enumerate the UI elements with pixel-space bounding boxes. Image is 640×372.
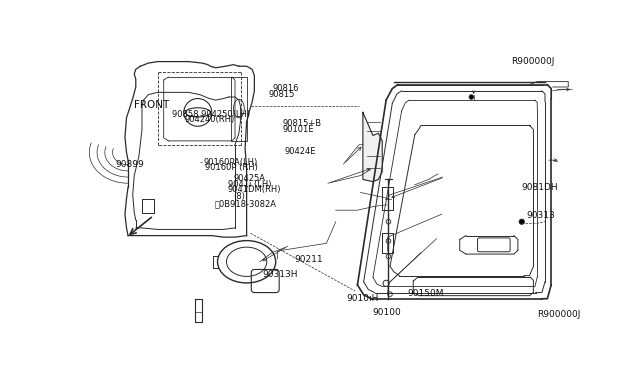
Text: 9041ı (LH): 9041ı (LH) (228, 180, 271, 189)
Text: (8): (8) (233, 192, 244, 201)
Text: 90815+B: 90815+B (282, 119, 321, 128)
Polygon shape (363, 112, 382, 182)
Circle shape (519, 219, 524, 224)
Text: 90100: 90100 (372, 308, 401, 317)
Text: 904240(RH): 904240(RH) (184, 115, 234, 124)
Circle shape (469, 95, 474, 99)
Text: 90150M: 90150M (408, 289, 444, 298)
Text: ⓝ0B918-3082A: ⓝ0B918-3082A (215, 199, 277, 208)
Text: 90211: 90211 (294, 255, 323, 264)
Text: 90816: 90816 (273, 84, 299, 93)
Text: 90101E: 90101E (282, 125, 314, 134)
Text: 90160PA(LH): 90160PA(LH) (203, 158, 257, 167)
Text: 90313H: 90313H (262, 270, 298, 279)
Text: 9041DM(RH): 9041DM(RH) (228, 185, 282, 194)
Text: 90899: 90899 (116, 160, 145, 169)
Text: 90815: 90815 (269, 90, 295, 99)
Text: 90160P (RH): 90160P (RH) (205, 163, 258, 172)
Text: 90424E: 90424E (284, 147, 316, 156)
Text: R900000J: R900000J (537, 310, 580, 319)
Text: FRONT: FRONT (134, 100, 169, 110)
Text: 90858 904250(LH): 90858 904250(LH) (172, 110, 250, 119)
Text: 9010ıH: 9010ıH (347, 294, 380, 303)
Text: 9081DH: 9081DH (522, 183, 558, 192)
Text: 90425A: 90425A (234, 174, 266, 183)
Text: R900000J: R900000J (511, 57, 555, 66)
Text: 90313: 90313 (527, 211, 555, 219)
